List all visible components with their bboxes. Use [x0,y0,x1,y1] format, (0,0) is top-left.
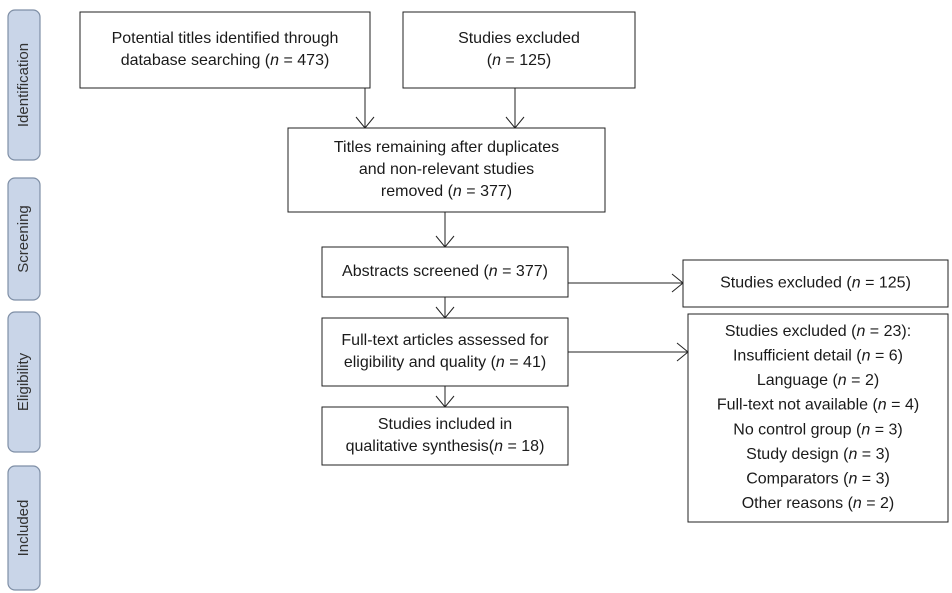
stage-label: Screening [15,205,32,273]
text-segment: = 125) [861,275,911,292]
text-segment: No control group ( [733,422,862,439]
arrow [435,297,455,319]
box-line: Studies excluded (n = 125) [720,275,911,292]
italic-symbol: n [852,275,861,292]
text-segment: Language ( [757,372,839,389]
text-segment: = 3) [870,422,902,439]
box-line: Full-text articles assessed for [341,332,549,349]
box-line: and non-relevant studies [359,161,534,178]
text-segment: Studies excluded ( [720,275,852,292]
text-segment: Insufficient detail ( [733,348,862,365]
arrow [435,386,455,408]
italic-symbol: n [489,263,498,280]
box-line: Other reasons (n = 2) [742,495,895,512]
arrow [355,88,375,129]
box-line: Insufficient detail (n = 6) [733,348,903,365]
stage-box [7,465,41,591]
italic-symbol: n [856,323,865,340]
arrow [568,273,684,293]
text-segment: Studies included in [378,416,512,433]
text-segment: = 125) [501,52,551,69]
box [682,259,949,308]
text-segment: = 2) [862,495,894,512]
text-segment: and non-relevant studies [359,161,534,178]
arrow [505,88,525,129]
text-segment: database searching ( [121,52,271,69]
box-line: Studies excluded (n = 23): [725,323,911,340]
text-segment: Full-text not available ( [717,397,879,414]
italic-symbol: n [270,52,279,69]
italic-symbol: n [838,372,847,389]
text-segment: Studies excluded [458,30,580,47]
italic-symbol: n [878,397,887,414]
arrow [435,212,455,248]
text-segment: = 3) [857,446,889,463]
text-segment: = 41) [505,354,546,371]
box [321,246,569,298]
box-line: database searching (n = 473) [121,52,330,69]
italic-symbol: n [848,446,857,463]
box [321,317,569,387]
italic-symbol: n [494,438,503,455]
text-segment: = 2) [847,372,879,389]
text-segment: = 377) [498,263,548,280]
box [321,406,569,466]
stage-box [7,177,41,301]
box-line: Language (n = 2) [757,372,879,389]
stage-label: Included [15,500,32,557]
text-segment: = 3) [857,471,889,488]
text-segment: qualitative synthesis( [346,438,495,455]
italic-symbol: n [453,183,462,200]
stage-label: Identification [15,43,32,127]
stage-box [7,9,41,161]
text-segment: Study design ( [746,446,849,463]
italic-symbol: n [496,354,505,371]
text-segment: removed ( [381,183,454,200]
box-line: removed (n = 377) [381,183,512,200]
box-line: Studies excluded [458,30,580,47]
italic-symbol: n [853,495,862,512]
box [402,11,636,89]
box-line: (n = 125) [487,52,552,69]
box-line: No control group (n = 3) [733,422,902,439]
box [687,313,949,523]
text-segment: = 4) [887,397,919,414]
text-segment: Comparators ( [746,471,849,488]
box-line: Comparators (n = 3) [746,471,890,488]
box-line: Potential titles identified through [112,30,339,47]
box [287,127,606,213]
box [79,11,371,89]
text-segment: = 6) [871,348,903,365]
stage-box [7,311,41,453]
text-segment: Titles remaining after duplicates [334,139,559,156]
box-line: Abstracts screened (n = 377) [342,263,548,280]
italic-symbol: n [861,422,870,439]
box-line: Study design (n = 3) [746,446,890,463]
text-segment: = 377) [462,183,512,200]
text-segment: = 23): [865,323,911,340]
text-segment: = 473) [279,52,329,69]
stage-label: Eligibility [15,352,32,411]
box-line: Full-text not available (n = 4) [717,397,919,414]
box-line: Studies included in [378,416,512,433]
italic-symbol: n [862,348,871,365]
text-segment: Other reasons ( [742,495,854,512]
italic-symbol: n [848,471,857,488]
text-segment: Potential titles identified through [112,30,339,47]
text-segment: eligibility and quality ( [344,354,497,371]
text-segment: ( [487,52,493,69]
box-line: Titles remaining after duplicates [334,139,559,156]
text-segment: Abstracts screened ( [342,263,489,280]
text-segment: = 18) [503,438,544,455]
italic-symbol: n [492,52,501,69]
text-segment: Full-text articles assessed for [341,332,549,349]
box-line: qualitative synthesis(n = 18) [346,438,545,455]
arrow [568,342,689,362]
box-line: eligibility and quality (n = 41) [344,354,546,371]
text-segment: Studies excluded ( [725,323,857,340]
